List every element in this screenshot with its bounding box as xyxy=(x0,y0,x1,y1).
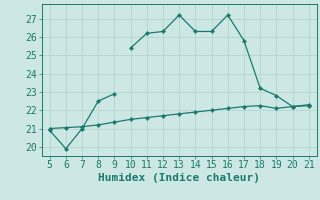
X-axis label: Humidex (Indice chaleur): Humidex (Indice chaleur) xyxy=(98,173,260,183)
